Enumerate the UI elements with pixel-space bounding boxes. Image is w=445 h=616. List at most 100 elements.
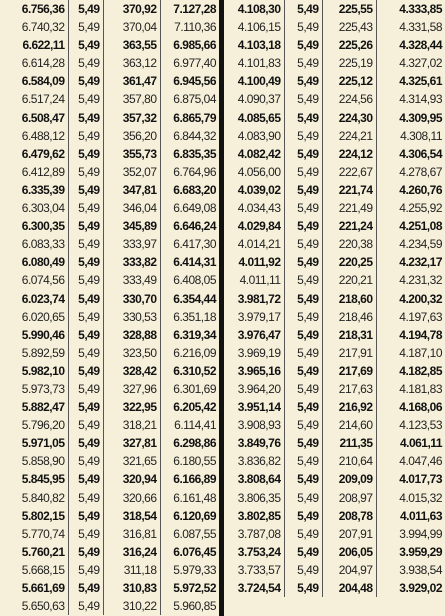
table-row: 4.083,90 5,49 224,21 4.308,11 <box>224 126 445 145</box>
table-cell: 5,49 <box>283 199 322 218</box>
table-cell: 5,49 <box>67 90 103 109</box>
table-cell: 5,49 <box>283 343 322 362</box>
table-cell: 6.584,09 <box>21 74 65 89</box>
table-cell: 310,83 <box>102 579 160 598</box>
table-cell: 3.965,16 <box>237 363 281 378</box>
table-cell: 6.945,56 <box>159 72 219 91</box>
table-cell: 370,92 <box>102 0 160 19</box>
table-cell: 5,49 <box>283 325 322 344</box>
table-cell: 5,49 <box>283 180 322 200</box>
table-cell: 6.977,40 <box>159 54 219 73</box>
table-cell: 316,81 <box>102 524 160 543</box>
table-cell: 4.047,46 <box>375 452 445 471</box>
table-cell: 6.764,96 <box>159 162 219 181</box>
table-cell: 217,91 <box>321 343 376 362</box>
table-cell: 5,49 <box>67 434 103 453</box>
table-cell: 4.011,63 <box>375 506 445 525</box>
table-row: 5.971,05 5,49 327,81 6.298,86 <box>0 434 219 453</box>
table-row: 6.508,47 5,49 357,32 6.865,79 <box>0 108 219 127</box>
table-row: 5.796,20 5,49 318,21 6.114,41 <box>0 416 219 435</box>
table-row: 5.668,15 5,49 311,18 5.979,33 <box>0 560 219 579</box>
table-cell: 224,56 <box>321 90 376 109</box>
table-cell: 5,49 <box>283 144 322 163</box>
table-cell: 5,49 <box>283 434 322 453</box>
table-cell: 322,95 <box>102 398 160 417</box>
table-cell: 5,49 <box>67 542 103 561</box>
table-row: 3.908,93 5,49 214,60 4.123,53 <box>224 416 445 435</box>
table-cell: 6.205,42 <box>159 398 219 417</box>
table-cell: 5,49 <box>67 235 103 254</box>
table-cell: 4.168,06 <box>375 398 445 417</box>
table-cell: 4.017,73 <box>375 470 445 489</box>
table-row: 4.034,43 5,49 221,49 4.255,92 <box>224 199 445 218</box>
table-cell: 5.760,21 <box>21 544 65 559</box>
table-cell: 4.325,61 <box>375 72 445 91</box>
table-cell: 5.770,74 <box>21 526 65 541</box>
table-row: 5.650,63 5,49 310,22 5.960,85 <box>0 597 219 616</box>
table-cell: 5.661,69 <box>21 581 65 595</box>
table-row: 4.090,37 5,49 224,56 4.314,93 <box>224 90 445 109</box>
table-cell: 6.649,08 <box>159 199 219 218</box>
table-cell: 214,60 <box>321 416 376 435</box>
table-cell: 333,49 <box>102 271 160 290</box>
table-row: 5.845,95 5,49 320,94 6.166,89 <box>0 470 219 489</box>
table-cell: 216,92 <box>321 398 376 417</box>
table-cell: 4.327,02 <box>375 54 445 73</box>
table-cell: 4.234,59 <box>375 235 445 254</box>
table-cell: 3.969,19 <box>237 345 281 360</box>
table-cell: 3.908,93 <box>237 418 281 433</box>
table-cell: 5,49 <box>283 361 322 380</box>
table-cell: 3.836,82 <box>237 454 281 469</box>
table-cell: 5.982,10 <box>21 363 65 378</box>
table-cell: 321,65 <box>102 452 160 471</box>
table-cell: 225,12 <box>321 72 376 91</box>
table-cell: 3.959,29 <box>375 542 445 561</box>
table-row: 6.488,12 5,49 356,20 6.844,32 <box>0 126 219 145</box>
table-cell: 370,04 <box>102 18 160 37</box>
table-cell: 6.985,66 <box>159 36 219 55</box>
table-cell: 5,49 <box>67 54 103 73</box>
table-row: 3.981,72 5,49 218,60 4.200,32 <box>224 289 445 308</box>
table-cell: 5,49 <box>67 72 103 91</box>
table-cell: 5,49 <box>67 470 103 489</box>
table-row: 6.412,89 5,49 352,07 6.764,96 <box>0 162 219 181</box>
table-cell: 6.835,35 <box>159 144 219 163</box>
table-row: 6.740,32 5,49 370,04 7.110,36 <box>0 18 219 37</box>
table-row: 4.108,30 5,49 225,55 4.333,85 <box>224 0 445 19</box>
table-row: 3.733,57 5,49 204,97 3.938,54 <box>224 560 445 579</box>
table-cell: 5,49 <box>283 36 322 55</box>
table-cell: 357,32 <box>102 108 160 127</box>
table-row: 6.584,09 5,49 361,47 6.945,56 <box>0 72 219 91</box>
table-cell: 361,47 <box>102 72 160 91</box>
table-cell: 4.232,17 <box>375 253 445 272</box>
table-cell: 4.061,11 <box>375 434 445 453</box>
left-table: 6.756,36 5,49 370,92 7.127,28 6.740,32 5,49 37… <box>0 0 219 616</box>
table-cell: 5,49 <box>283 54 322 73</box>
table-cell: 6.080,49 <box>21 255 65 270</box>
table-cell: 207,91 <box>321 524 376 543</box>
table-cell: 5.973,73 <box>21 381 65 396</box>
table-row: 4.011,11 5,49 220,21 4.231,32 <box>224 271 445 290</box>
table-cell: 3.981,72 <box>237 291 281 306</box>
table-cell: 225,43 <box>321 18 376 37</box>
table-row: 4.103,18 5,49 225,26 4.328,44 <box>224 36 445 55</box>
table-cell: 6.303,04 <box>21 201 65 216</box>
table-row: 5.770,74 5,49 316,81 6.087,55 <box>0 524 219 543</box>
table-cell: 220,25 <box>321 253 376 272</box>
table-row: 3.969,19 5,49 217,91 4.187,10 <box>224 343 445 362</box>
table-cell: 5,49 <box>283 162 322 181</box>
table-cell: 330,70 <box>102 289 160 308</box>
table-cell: 7.127,28 <box>159 0 219 19</box>
table-cell: 5.960,85 <box>159 597 219 616</box>
table-cell: 4.015,32 <box>375 488 445 507</box>
table-cell: 5.892,59 <box>21 345 65 360</box>
table-row: 5.760,21 5,49 316,24 6.076,45 <box>0 542 219 561</box>
table-cell: 5,49 <box>283 506 322 525</box>
table-cell: 218,60 <box>321 289 376 308</box>
table-cell: 5,49 <box>283 108 322 127</box>
table-cell: 4.181,83 <box>375 379 445 399</box>
table-cell: 5,49 <box>283 235 322 254</box>
table-cell: 225,19 <box>321 54 376 73</box>
table-cell: 5,49 <box>67 36 103 55</box>
table-cell: 328,88 <box>102 325 160 344</box>
